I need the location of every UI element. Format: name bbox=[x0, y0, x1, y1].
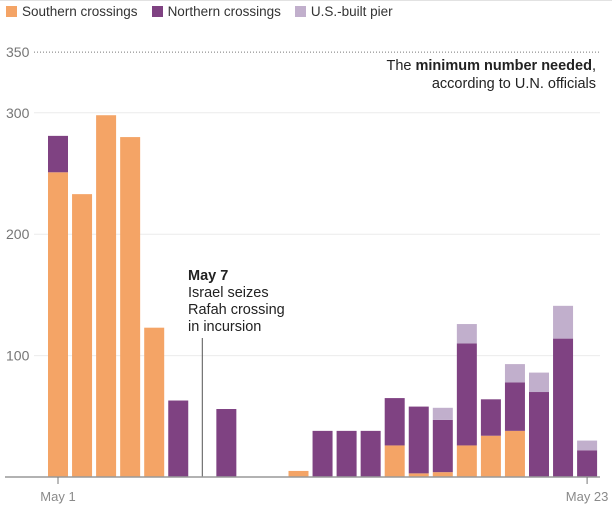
legend-swatch-southern bbox=[6, 6, 17, 17]
legend-item-southern: Southern crossings bbox=[6, 4, 138, 19]
legend-label-southern: Southern crossings bbox=[22, 4, 138, 19]
bar-segment-northern bbox=[432, 419, 453, 473]
bar-segment-northern bbox=[48, 135, 68, 173]
bar-segment-southern bbox=[96, 115, 117, 477]
bar-segment-southern bbox=[288, 470, 309, 477]
bar-segment-northern bbox=[577, 450, 598, 477]
x-axis: May 1 May 23 bbox=[5, 338, 608, 504]
note-prefix: The bbox=[386, 58, 416, 74]
annotation-line3: in incursion bbox=[188, 319, 262, 335]
note-suffix: , bbox=[591, 58, 596, 74]
bar-segment-pier bbox=[529, 372, 549, 393]
legend-item-northern: Northern crossings bbox=[151, 4, 281, 19]
annotation-line1: Israel seizes bbox=[188, 285, 269, 301]
x-tick-label: May 1 bbox=[40, 489, 75, 504]
bar-segment-southern bbox=[480, 435, 501, 477]
bar-segment-northern bbox=[360, 430, 381, 477]
legend-label-pier: U.S.-built pier bbox=[310, 4, 393, 19]
bar-segment-northern bbox=[480, 399, 501, 436]
bar-segment-northern bbox=[504, 382, 525, 431]
bar-segment-pier bbox=[577, 440, 598, 451]
bar-segment-southern bbox=[384, 445, 405, 477]
bar-segment-northern bbox=[408, 406, 429, 474]
annotation-line2: Rafah crossing bbox=[188, 302, 285, 318]
note-bold: minimum number needed bbox=[415, 58, 592, 74]
annotation-may7: May 7 Israel seizes Rafah crossing in in… bbox=[188, 268, 285, 336]
bar-segment-northern bbox=[312, 430, 333, 477]
bar-segment-northern bbox=[384, 398, 405, 446]
bar-segment-southern bbox=[120, 137, 141, 477]
bar-segment-southern bbox=[408, 473, 429, 477]
grid-lines: 100 200 300 350 bbox=[6, 44, 600, 364]
annotation-date: May 7 bbox=[188, 268, 229, 284]
legend-item-pier: U.S.-built pier bbox=[294, 4, 393, 19]
threshold-note: The minimum number needed, according to … bbox=[387, 57, 597, 93]
bar-segment-northern bbox=[456, 343, 477, 446]
bar-segment-pier bbox=[432, 407, 453, 420]
bars bbox=[48, 115, 598, 477]
bar-segment-northern bbox=[336, 430, 357, 477]
legend: Southern crossings Northern crossings U.… bbox=[6, 4, 393, 19]
y-tick-label: 100 bbox=[6, 348, 30, 364]
y-tick-label: 350 bbox=[6, 44, 30, 60]
bar-segment-southern bbox=[504, 430, 525, 477]
legend-swatch-pier bbox=[294, 6, 306, 17]
bar-segment-southern bbox=[456, 445, 477, 477]
bar-segment-southern bbox=[48, 172, 68, 477]
top-divider bbox=[0, 0, 612, 1]
legend-swatch-northern bbox=[151, 6, 163, 17]
bar-segment-northern bbox=[553, 338, 574, 477]
bar-segment-northern bbox=[216, 409, 237, 477]
bar-segment-southern bbox=[144, 327, 165, 477]
y-tick-label: 300 bbox=[6, 105, 30, 121]
y-tick-label: 200 bbox=[6, 226, 30, 242]
bar-segment-southern bbox=[432, 472, 453, 477]
bar-segment-pier bbox=[504, 364, 525, 383]
legend-label-northern: Northern crossings bbox=[167, 4, 281, 19]
bar-segment-pier bbox=[553, 305, 574, 339]
bar-segment-northern bbox=[529, 392, 549, 477]
bar-segment-pier bbox=[456, 324, 477, 344]
bar-segment-northern bbox=[168, 400, 189, 477]
note-line2: according to U.N. officials bbox=[431, 76, 596, 92]
bar-segment-southern bbox=[72, 194, 93, 477]
x-tick-label: May 23 bbox=[566, 489, 609, 504]
